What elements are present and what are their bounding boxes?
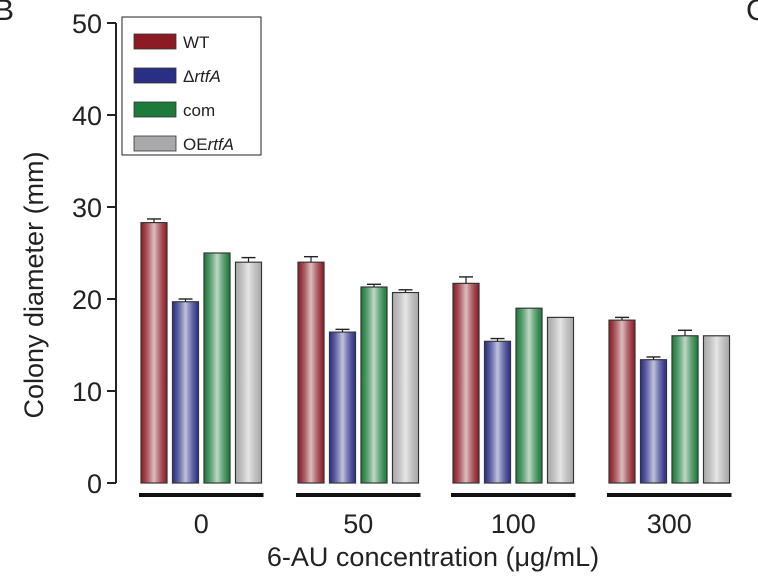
x-axis: 0 50 100 300 bbox=[139, 493, 732, 539]
bar-shading bbox=[141, 223, 167, 483]
bar-shading bbox=[453, 283, 479, 483]
legend-label: com bbox=[183, 101, 215, 120]
panel-label-left: B bbox=[0, 0, 15, 27]
y-tick-label: 40 bbox=[72, 101, 102, 131]
bar-shading bbox=[330, 332, 355, 483]
bar-shading bbox=[485, 341, 510, 483]
bars-group bbox=[140, 218, 731, 484]
legend-swatch bbox=[133, 67, 177, 84]
bar-shading bbox=[672, 336, 698, 483]
legend-label: OErtfA bbox=[183, 135, 234, 154]
x-tick-label: 0 bbox=[194, 509, 209, 539]
legend-label: ΔrtfA bbox=[183, 67, 221, 86]
x-tick-label: 100 bbox=[491, 509, 536, 539]
x-axis-label: 6-AU concentration (μg/mL) bbox=[267, 542, 599, 572]
legend: WT ΔrtfA com OErtfA bbox=[121, 16, 262, 156]
y-axis-label: Colony diameter (mm) bbox=[19, 151, 49, 418]
y-tick-label: 10 bbox=[72, 377, 102, 407]
y-axis: 0 10 20 30 40 50 bbox=[72, 9, 117, 499]
bar-shading bbox=[641, 360, 666, 483]
x-tick-label: 300 bbox=[647, 509, 692, 539]
y-tick-label: 0 bbox=[87, 469, 102, 499]
bar-shading bbox=[173, 302, 198, 483]
legend-swatch bbox=[133, 33, 177, 50]
bar-shading bbox=[516, 308, 542, 483]
bar-shading bbox=[609, 320, 635, 483]
bar-shading bbox=[204, 253, 230, 483]
bar-shading bbox=[548, 318, 573, 483]
panel-label-right: C bbox=[746, 0, 758, 27]
bar-shading bbox=[298, 262, 324, 483]
bar-shading bbox=[393, 293, 418, 483]
bar-shading bbox=[704, 336, 729, 483]
y-tick-label: 30 bbox=[72, 193, 102, 223]
y-tick-label: 20 bbox=[72, 285, 102, 315]
legend-label: WT bbox=[183, 33, 209, 52]
y-tick-label: 50 bbox=[72, 9, 102, 39]
x-tick-label: 50 bbox=[343, 509, 373, 539]
bar-shading bbox=[361, 287, 387, 483]
legend-swatch bbox=[133, 101, 177, 118]
legend-swatch bbox=[133, 135, 177, 152]
bar-shading bbox=[236, 262, 261, 483]
